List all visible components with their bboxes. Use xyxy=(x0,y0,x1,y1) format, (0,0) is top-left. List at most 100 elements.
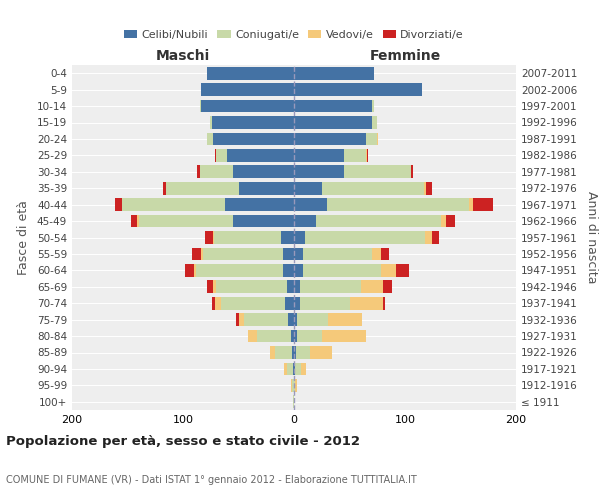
Bar xyxy=(166,182,239,194)
Bar xyxy=(372,116,377,129)
Bar xyxy=(295,362,301,376)
Bar xyxy=(213,132,294,145)
Bar xyxy=(440,214,446,228)
Bar xyxy=(294,280,299,293)
Bar xyxy=(328,313,362,326)
Bar xyxy=(322,330,366,342)
Bar xyxy=(236,313,239,326)
Bar xyxy=(215,297,221,310)
Bar xyxy=(212,116,294,129)
Bar xyxy=(284,362,287,376)
Bar xyxy=(294,264,303,277)
Bar xyxy=(294,297,299,310)
Bar xyxy=(233,166,294,178)
Bar xyxy=(227,149,294,162)
Bar xyxy=(294,83,422,96)
Bar xyxy=(299,280,361,293)
Bar xyxy=(294,100,372,112)
Bar xyxy=(344,149,366,162)
Bar xyxy=(366,149,367,162)
Bar xyxy=(201,100,294,112)
Bar xyxy=(294,149,344,162)
Bar xyxy=(208,280,213,293)
Bar xyxy=(294,346,296,359)
Bar xyxy=(283,248,294,260)
Bar xyxy=(201,248,203,260)
Bar xyxy=(305,231,425,244)
Bar xyxy=(380,264,396,277)
Bar xyxy=(131,214,137,228)
Text: Maschi: Maschi xyxy=(156,50,210,64)
Text: COMUNE DI FUMANE (VR) - Dati ISTAT 1° gennaio 2012 - Elaborazione TUTTITALIA.IT: COMUNE DI FUMANE (VR) - Dati ISTAT 1° ge… xyxy=(6,475,417,485)
Bar xyxy=(294,379,295,392)
Bar xyxy=(275,346,292,359)
Bar xyxy=(292,379,294,392)
Bar xyxy=(216,280,287,293)
Y-axis label: Fasce di età: Fasce di età xyxy=(17,200,30,275)
Bar xyxy=(289,313,294,326)
Bar xyxy=(377,132,379,145)
Bar xyxy=(372,100,374,112)
Bar xyxy=(322,182,424,194)
Bar xyxy=(431,231,439,244)
Bar xyxy=(426,182,431,194)
Bar xyxy=(294,313,298,326)
Bar xyxy=(396,264,409,277)
Bar xyxy=(446,214,455,228)
Bar xyxy=(299,297,349,310)
Y-axis label: Anni di nascita: Anni di nascita xyxy=(586,191,598,284)
Bar xyxy=(380,248,389,260)
Bar xyxy=(294,214,316,228)
Bar xyxy=(287,280,294,293)
Text: Femmine: Femmine xyxy=(370,50,440,64)
Bar xyxy=(244,313,289,326)
Bar xyxy=(122,198,225,211)
Bar xyxy=(294,116,372,129)
Bar xyxy=(281,231,294,244)
Bar xyxy=(294,330,298,342)
Bar xyxy=(425,231,431,244)
Bar xyxy=(192,248,201,260)
Bar xyxy=(197,166,200,178)
Bar xyxy=(208,67,294,80)
Bar xyxy=(294,362,295,376)
Bar xyxy=(205,231,213,244)
Bar xyxy=(257,330,290,342)
Bar xyxy=(239,182,294,194)
Bar xyxy=(221,297,285,310)
Bar xyxy=(344,166,410,178)
Bar xyxy=(212,297,215,310)
Bar xyxy=(269,346,275,359)
Bar xyxy=(203,248,283,260)
Bar xyxy=(372,248,380,260)
Bar xyxy=(137,214,139,228)
Bar xyxy=(214,231,281,244)
Bar xyxy=(410,166,413,178)
Bar xyxy=(383,297,385,310)
Bar xyxy=(225,198,294,211)
Bar xyxy=(287,362,293,376)
Bar xyxy=(194,264,196,277)
Bar xyxy=(209,116,212,129)
Bar xyxy=(469,198,473,211)
Text: Popolazione per età, sesso e stato civile - 2012: Popolazione per età, sesso e stato civil… xyxy=(6,435,360,448)
Bar xyxy=(367,149,368,162)
Bar xyxy=(424,182,426,194)
Bar xyxy=(316,214,440,228)
Bar xyxy=(185,264,194,277)
Bar xyxy=(283,264,294,277)
Bar xyxy=(303,248,372,260)
Bar xyxy=(328,198,469,211)
Bar xyxy=(216,149,227,162)
Bar xyxy=(213,231,214,244)
Bar xyxy=(301,362,306,376)
Bar xyxy=(213,280,217,293)
Bar xyxy=(163,182,166,194)
Bar xyxy=(200,100,201,112)
Bar xyxy=(298,330,322,342)
Bar xyxy=(294,166,344,178)
Bar xyxy=(293,396,294,408)
Bar xyxy=(310,346,332,359)
Bar xyxy=(361,280,383,293)
Bar xyxy=(294,248,303,260)
